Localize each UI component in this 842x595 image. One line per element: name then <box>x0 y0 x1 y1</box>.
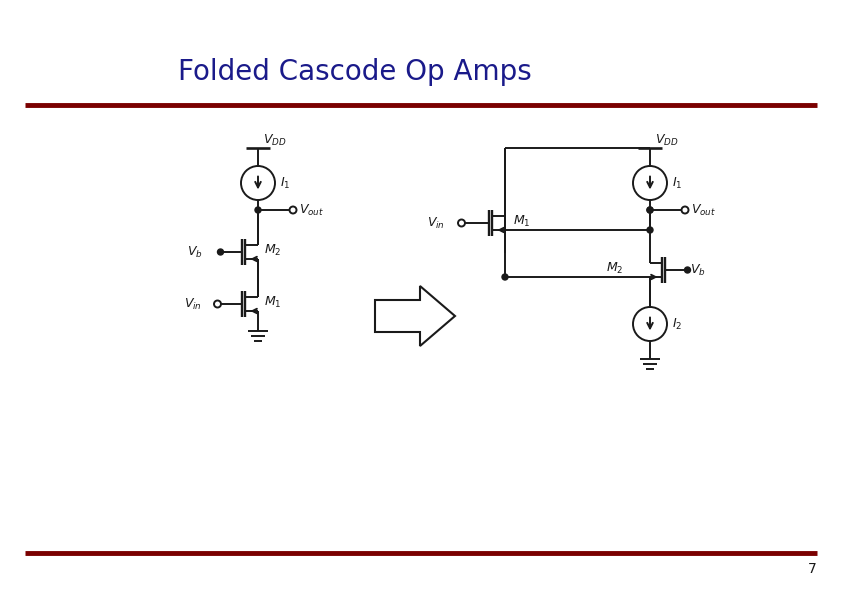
Text: Folded Cascode Op Amps: Folded Cascode Op Amps <box>179 58 532 86</box>
Circle shape <box>685 267 690 273</box>
Text: $I_1$: $I_1$ <box>672 176 682 190</box>
Text: $V_{out}$: $V_{out}$ <box>691 202 717 218</box>
Circle shape <box>255 207 261 213</box>
Text: $I_1$: $I_1$ <box>280 176 290 190</box>
Text: $V_{in}$: $V_{in}$ <box>428 215 445 230</box>
Circle shape <box>647 207 653 213</box>
Text: $V_{in}$: $V_{in}$ <box>184 296 202 312</box>
Text: $M_2$: $M_2$ <box>606 261 623 275</box>
Polygon shape <box>375 286 455 346</box>
Text: $V_{out}$: $V_{out}$ <box>299 202 324 218</box>
Text: $M_1$: $M_1$ <box>513 214 530 228</box>
Text: $M_1$: $M_1$ <box>264 295 281 309</box>
Text: $V_b$: $V_b$ <box>690 262 706 277</box>
Text: $I_2$: $I_2$ <box>672 317 682 331</box>
Circle shape <box>217 249 223 255</box>
Text: $V_b$: $V_b$ <box>188 245 203 259</box>
Text: $V_{DD}$: $V_{DD}$ <box>655 133 679 148</box>
Circle shape <box>647 207 653 213</box>
Text: 7: 7 <box>808 562 817 576</box>
Circle shape <box>502 274 508 280</box>
Text: $V_{DD}$: $V_{DD}$ <box>263 133 286 148</box>
Text: $M_2$: $M_2$ <box>264 242 281 258</box>
Circle shape <box>647 227 653 233</box>
